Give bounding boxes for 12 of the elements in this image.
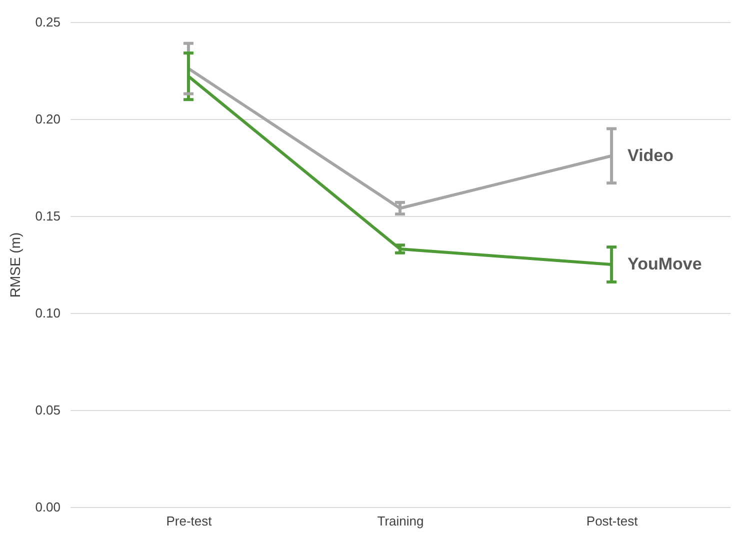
y-tick-label: 0.20 [35,112,60,126]
y-tick-label: 0.25 [35,14,60,30]
series-label: Video [628,146,674,165]
x-tick-label: Post-test [586,514,638,528]
y-axis-title: RMSE (m) [7,232,24,298]
y-tick-label: 0.15 [35,208,60,224]
x-tick-label: Pre-test [166,514,212,528]
y-tick-label: 0.10 [35,306,60,320]
y-tick-label: 0.00 [35,500,60,514]
x-tick-label: Training [377,514,424,528]
y-tick-label: 0.05 [35,402,60,418]
series-label: YouMove [628,254,702,274]
